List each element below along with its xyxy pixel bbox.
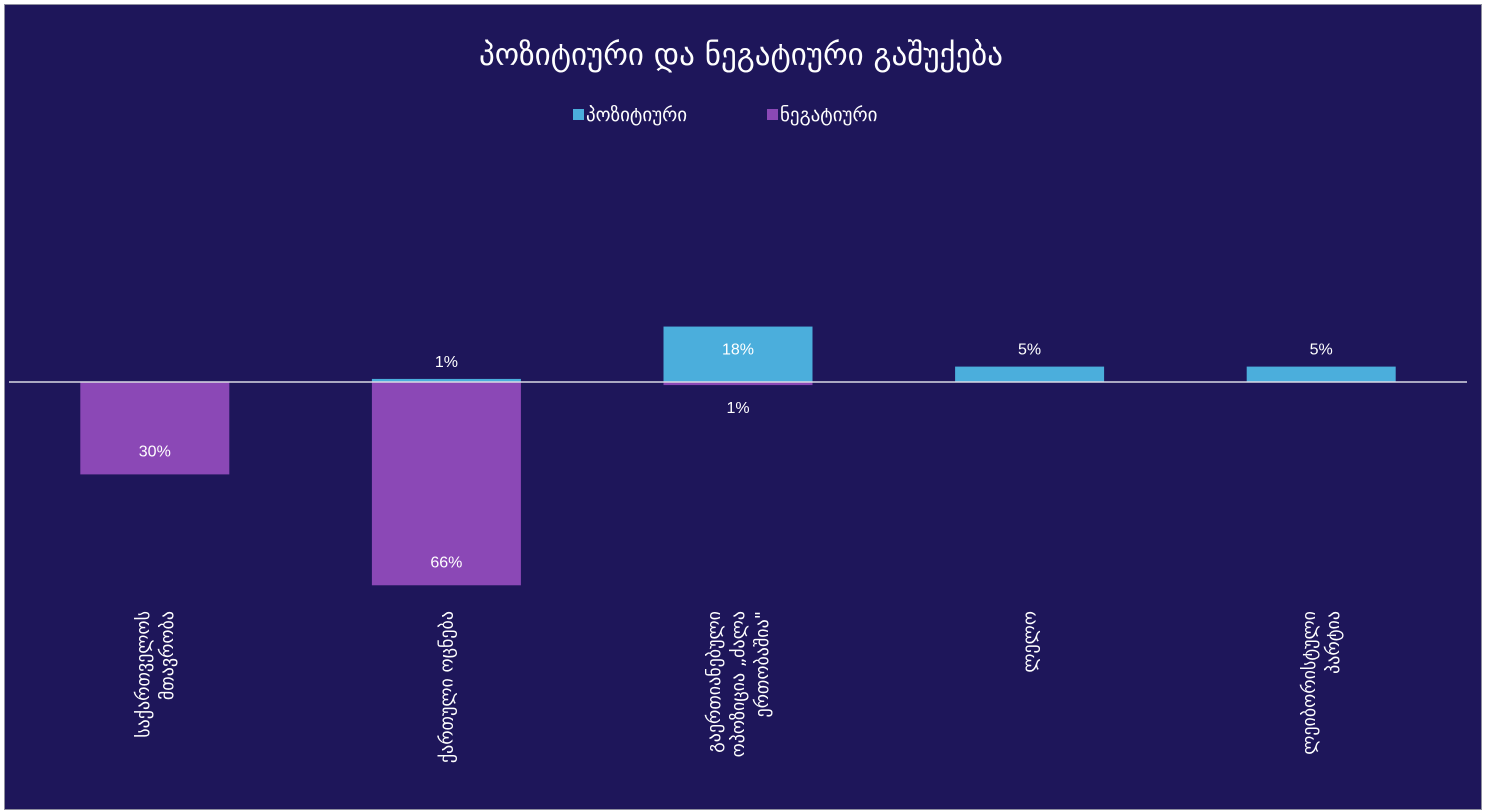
category-label-line: გაერთიანებული [704,611,725,753]
category-label-line: ლეიბორისტული [1299,611,1320,755]
data-label-positive-3: 5% [1018,342,1041,359]
chart-svg: პოზიტიური და ნეგატიური გაშუქება პოზიტიურ… [5,5,1481,809]
category-labels-layer: საქართველოს მთავრობა ქართული ოცნება გაერთია… [133,611,1344,763]
category-label-2: გაერთიანებული ოპოზიცია „ძალა ერთობაშია" [704,611,773,757]
bars-layer [80,326,1396,586]
data-label-negative-1: 66% [430,554,462,571]
category-label-line: ლელო [1020,611,1041,673]
category-label-line: საქართველოს [133,611,154,738]
category-label-3: ლელო [1020,611,1041,673]
bar-positive-2 [663,326,813,382]
chart-title: პოზიტიური და ნეგატიური გაშუქება [479,37,1003,73]
category-label-4: ლეიბორისტული პარტია [1299,611,1344,755]
bar-negative-1 [371,382,521,586]
category-label-line: ქართული ოცნება [436,611,457,763]
category-label-line: ოპოზიცია „ძალა [728,611,749,757]
category-label-0: საქართველოს მთავრობა [133,611,178,738]
bar-positive-4 [1246,366,1396,382]
legend-swatch-1 [767,109,778,120]
chart-frame: პოზიტიური და ნეგატიური გაშუქება პოზიტიურ… [4,4,1482,810]
legend-swatch-0 [573,109,584,120]
category-label-line: ერთობაშია" [752,611,773,718]
bar-negative-0 [80,382,230,475]
data-labels-layer: 30% 1% 66% 18% 1% 5% 5% [139,342,1333,572]
data-label-positive-2: 18% [722,342,754,359]
data-label-positive-4: 5% [1310,342,1333,359]
category-label-line: მთავრობა [157,611,178,700]
legend-label-0: პოზიტიური [586,104,687,126]
chart-background [5,5,1481,809]
data-label-negative-2: 1% [726,400,749,417]
bar-negative-2 [663,382,813,386]
data-label-negative-0: 30% [139,443,171,460]
category-label-line: პარტია [1323,611,1344,674]
legend: პოზიტიური ნეგატიური [573,104,877,126]
data-label-positive-1: 1% [435,354,458,371]
bar-positive-3 [955,366,1105,382]
legend-label-1: ნეგატიური [780,104,877,126]
bar-positive-1 [371,378,521,382]
category-label-1: ქართული ოცნება [436,611,457,763]
